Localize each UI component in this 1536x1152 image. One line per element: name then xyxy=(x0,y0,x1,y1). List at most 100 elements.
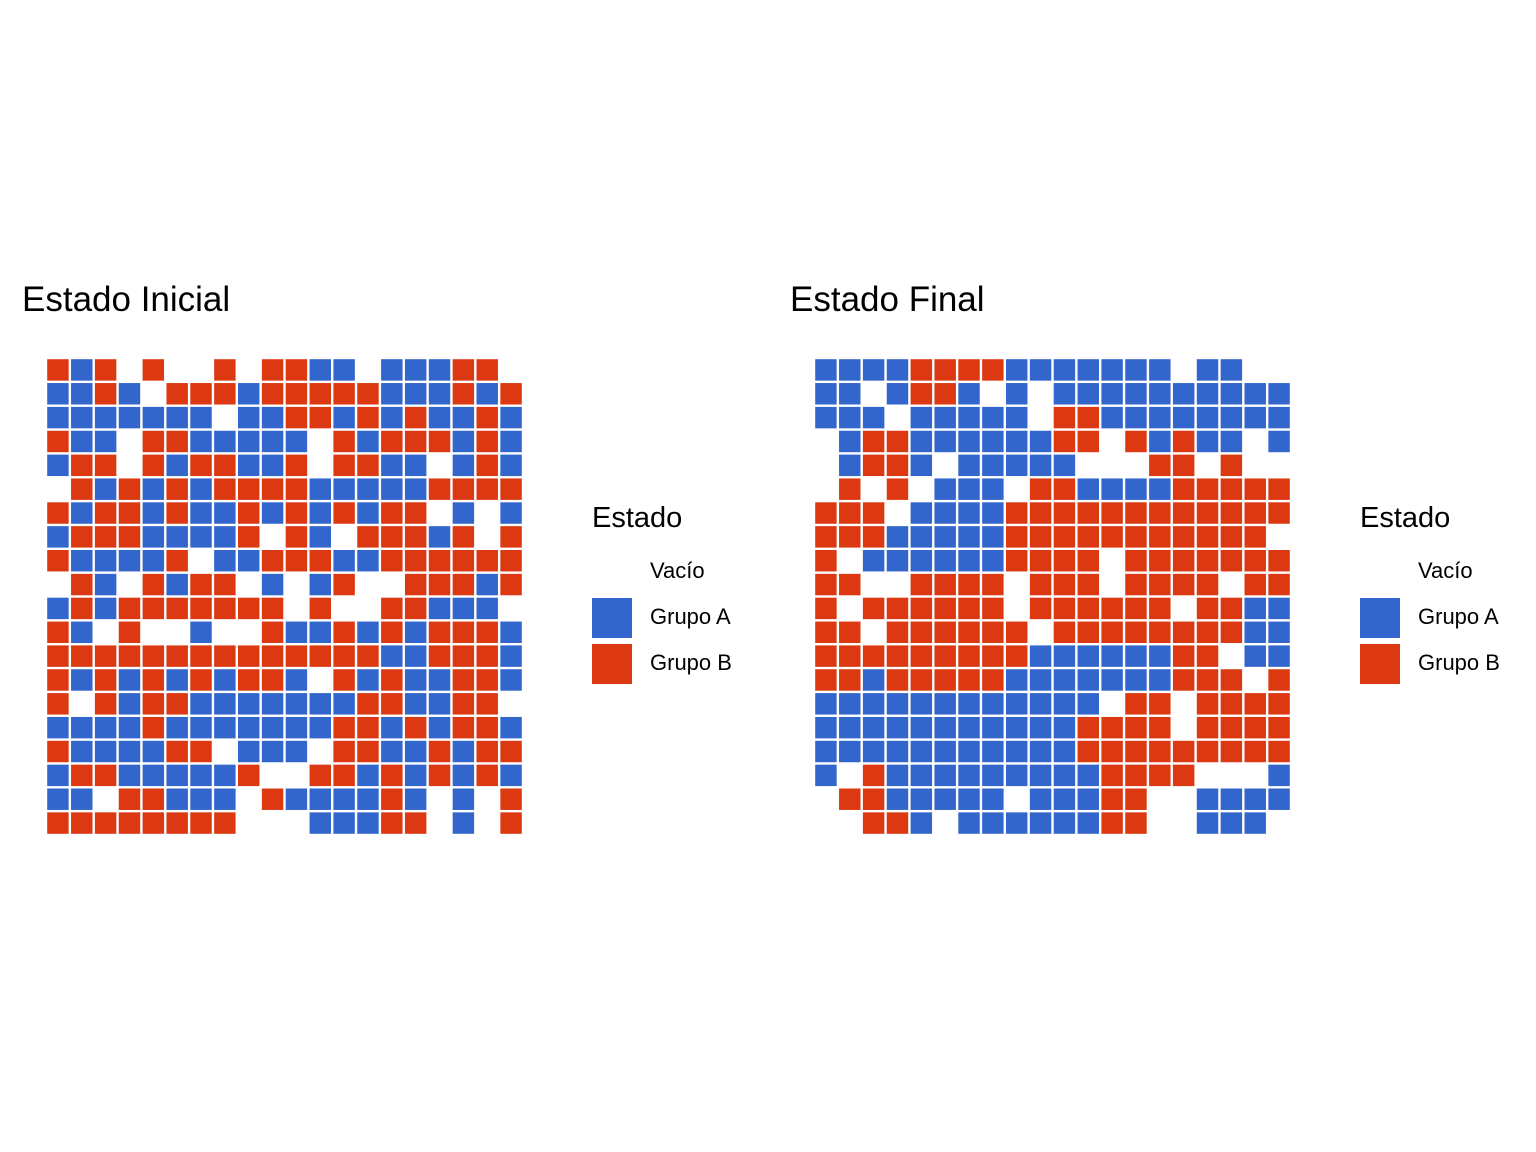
grid-cell xyxy=(309,430,331,453)
grid-cell xyxy=(958,693,980,715)
grid-cell xyxy=(815,764,837,787)
heatmap-grid xyxy=(47,359,522,834)
grid-cell xyxy=(261,383,284,405)
grid-cell xyxy=(886,359,909,381)
grid-cell xyxy=(1149,383,1171,405)
grid-cell xyxy=(476,812,498,834)
grid-cell xyxy=(404,740,427,763)
grid-cell xyxy=(1172,383,1195,405)
grid-cell xyxy=(476,645,498,667)
grid-cell xyxy=(166,550,188,572)
grid-cell xyxy=(934,788,956,810)
grid-cell xyxy=(428,454,451,477)
grid-cell xyxy=(1220,478,1243,500)
grid-cell xyxy=(1077,669,1099,691)
grid-cell xyxy=(815,430,837,453)
grid-cell xyxy=(118,740,141,763)
grid-cell xyxy=(1125,550,1147,572)
grid-cell xyxy=(309,406,331,429)
grid-cell xyxy=(118,383,141,405)
grid-cell xyxy=(238,502,260,524)
grid-cell xyxy=(1029,502,1052,524)
grid-cell xyxy=(958,740,980,763)
grid-cell xyxy=(934,359,956,381)
grid-cell xyxy=(500,383,522,405)
grid-cell xyxy=(452,740,475,763)
grid-cell xyxy=(1196,502,1219,524)
grid-cell xyxy=(1149,693,1171,715)
grid-cell xyxy=(1077,359,1099,381)
grid-cell xyxy=(476,430,498,453)
grid-cell xyxy=(333,621,355,643)
grid-cell xyxy=(1029,573,1052,596)
grid-cell xyxy=(839,383,861,405)
grid-cell xyxy=(214,621,236,643)
grid-cell xyxy=(958,812,980,834)
grid-cell xyxy=(404,693,427,715)
grid-cell xyxy=(142,406,165,429)
grid-cell xyxy=(500,621,522,643)
grid-cell xyxy=(285,502,308,524)
grid-cell xyxy=(934,597,956,620)
grid-cell xyxy=(166,597,188,620)
grid-cell xyxy=(958,454,980,477)
grid-cell xyxy=(1196,573,1219,596)
grid-cell xyxy=(452,454,475,477)
grid-cell xyxy=(261,597,284,620)
grid-cell xyxy=(309,502,331,524)
legend-label: Grupo B xyxy=(1418,650,1500,675)
grid-cell xyxy=(261,359,284,381)
grid-cell xyxy=(1172,502,1195,524)
grid-cell xyxy=(381,430,403,453)
grid-cell xyxy=(934,693,956,715)
grid-cell xyxy=(815,788,837,810)
legend-item-vacio: Vacío xyxy=(1360,552,1530,592)
grid-cell xyxy=(381,550,403,572)
grid-cell xyxy=(1172,454,1195,477)
grid-cell xyxy=(815,573,837,596)
grid-cell xyxy=(1077,812,1099,834)
grid-cell xyxy=(958,502,980,524)
grid-cell xyxy=(1125,669,1147,691)
grid-cell xyxy=(47,526,69,548)
grid-cell xyxy=(261,621,284,643)
grid-cell xyxy=(214,764,236,787)
grid-cell xyxy=(1125,526,1147,548)
grid-cell xyxy=(1172,430,1195,453)
grid-cell xyxy=(815,454,837,477)
grid-cell xyxy=(357,573,379,596)
grid-cell xyxy=(1149,430,1171,453)
grid-cell xyxy=(261,430,284,453)
grid-cell xyxy=(404,478,427,500)
grid-cell xyxy=(428,478,451,500)
grid-cell xyxy=(261,454,284,477)
grid-cell xyxy=(500,597,522,620)
grid-cell xyxy=(285,716,308,739)
grid-cell xyxy=(71,788,93,810)
grid-cell xyxy=(452,693,475,715)
grid-cell xyxy=(1029,788,1052,810)
grid-cell xyxy=(71,716,93,739)
grid-cell xyxy=(94,573,117,596)
grid-cell xyxy=(47,359,69,381)
grid-cell xyxy=(166,645,188,667)
grid-cell xyxy=(333,454,355,477)
grid-cell xyxy=(238,669,260,691)
grid-cell xyxy=(214,454,236,477)
grid-cell xyxy=(261,502,284,524)
grid-cell xyxy=(862,669,885,691)
grid-cell xyxy=(1125,693,1147,715)
legend-item-grupo-b: Grupo B xyxy=(1360,644,1530,684)
grid-cell xyxy=(1244,645,1266,667)
grid-cell xyxy=(94,669,117,691)
grid-cell xyxy=(214,430,236,453)
grid-cell xyxy=(1101,478,1123,500)
grid-cell xyxy=(1196,526,1219,548)
grid-cell xyxy=(815,359,837,381)
grid-cell xyxy=(1077,764,1099,787)
grid-cell xyxy=(500,812,522,834)
grid-cell xyxy=(94,383,117,405)
grid-cell xyxy=(428,502,451,524)
grid-cell xyxy=(500,716,522,739)
grid-cell xyxy=(333,359,355,381)
